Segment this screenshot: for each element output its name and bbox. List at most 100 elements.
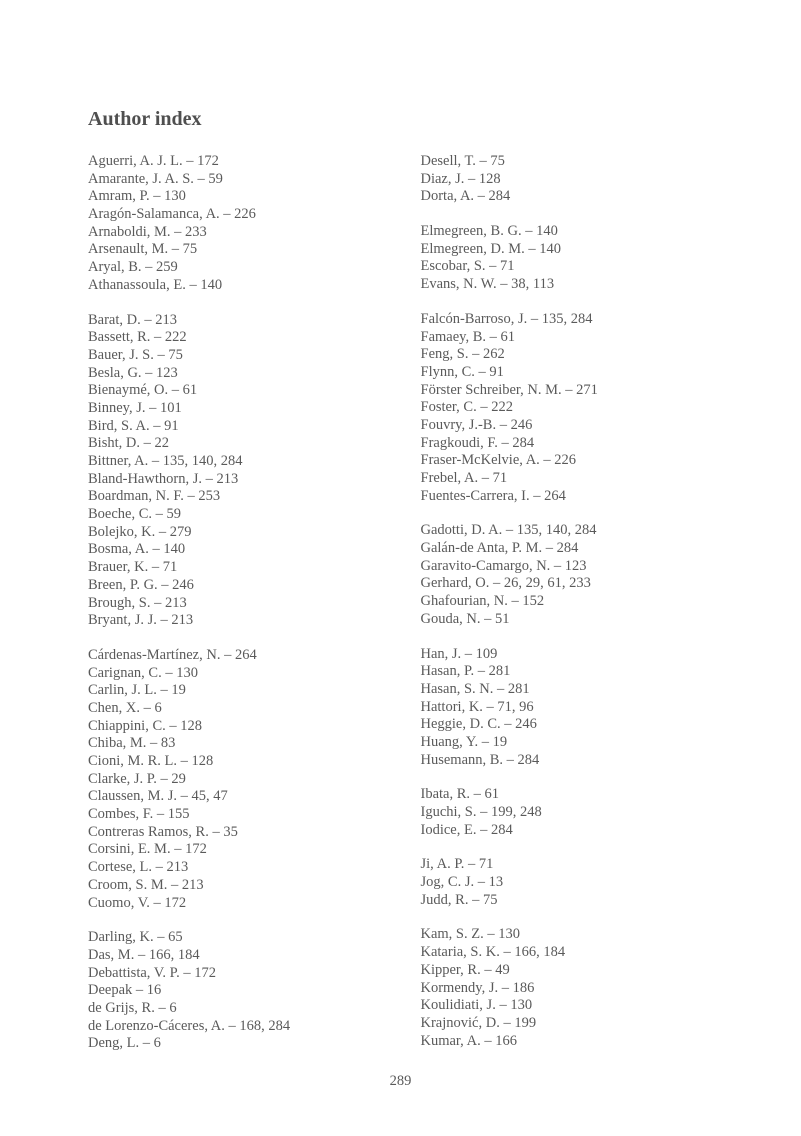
index-entry: Amram, P. – 130 (88, 188, 381, 206)
index-entry: Corsini, E. M. – 172 (88, 841, 381, 859)
index-group: Ji, A. P. – 71Jog, C. J. – 13Judd, R. – … (421, 856, 714, 909)
index-entry: Aragón-Salamanca, A. – 226 (88, 206, 381, 224)
index-entry: Escobar, S. – 71 (421, 258, 714, 276)
left-column: Aguerri, A. J. L. – 172Amarante, J. A. S… (88, 153, 381, 1070)
index-entry: Diaz, J. – 128 (421, 171, 714, 189)
index-entry: Chiba, M. – 83 (88, 735, 381, 753)
index-entry: Koulidiati, J. – 130 (421, 997, 714, 1015)
index-entry: Huang, Y. – 19 (421, 734, 714, 752)
index-entry: Galán-de Anta, P. M. – 284 (421, 540, 714, 558)
index-entry: Gadotti, D. A. – 135, 140, 284 (421, 522, 714, 540)
index-entry: Falcón-Barroso, J. – 135, 284 (421, 311, 714, 329)
index-group: Gadotti, D. A. – 135, 140, 284Galán-de A… (421, 522, 714, 628)
index-group: Aguerri, A. J. L. – 172Amarante, J. A. S… (88, 153, 381, 295)
index-entry: Iguchi, S. – 199, 248 (421, 804, 714, 822)
index-entry: Deng, L. – 6 (88, 1035, 381, 1053)
index-entry: Krajnović, D. – 199 (421, 1015, 714, 1033)
index-entry: Arsenault, M. – 75 (88, 241, 381, 259)
index-columns: Aguerri, A. J. L. – 172Amarante, J. A. S… (88, 153, 713, 1070)
index-entry: Amarante, J. A. S. – 59 (88, 171, 381, 189)
index-entry: Contreras Ramos, R. – 35 (88, 824, 381, 842)
index-entry: Kam, S. Z. – 130 (421, 926, 714, 944)
index-entry: Chiappini, C. – 128 (88, 718, 381, 736)
index-entry: Foster, C. – 222 (421, 399, 714, 417)
index-entry: Claussen, M. J. – 45, 47 (88, 788, 381, 806)
index-entry: Kataria, S. K. – 166, 184 (421, 944, 714, 962)
index-entry: Boeche, C. – 59 (88, 506, 381, 524)
index-entry: Gouda, N. – 51 (421, 611, 714, 629)
index-entry: Debattista, V. P. – 172 (88, 965, 381, 983)
index-entry: Hasan, P. – 281 (421, 663, 714, 681)
page-number: 289 (0, 1073, 801, 1090)
index-entry: Das, M. – 166, 184 (88, 947, 381, 965)
index-entry: Bittner, A. – 135, 140, 284 (88, 453, 381, 471)
index-entry: Arnaboldi, M. – 233 (88, 224, 381, 242)
index-entry: Deepak – 16 (88, 982, 381, 1000)
index-entry: Combes, F. – 155 (88, 806, 381, 824)
index-entry: Evans, N. W. – 38, 113 (421, 276, 714, 294)
index-group: Han, J. – 109Hasan, P. – 281Hasan, S. N.… (421, 646, 714, 770)
index-entry: Aguerri, A. J. L. – 172 (88, 153, 381, 171)
index-entry: Bird, S. A. – 91 (88, 418, 381, 436)
index-entry: Fraser-McKelvie, A. – 226 (421, 452, 714, 470)
index-entry: Bienaymé, O. – 61 (88, 382, 381, 400)
index-entry: Breen, P. G. – 246 (88, 577, 381, 595)
index-entry: Bryant, J. J. – 213 (88, 612, 381, 630)
index-entry: Kormendy, J. – 186 (421, 980, 714, 998)
index-entry: Carlin, J. L. – 19 (88, 682, 381, 700)
index-entry: Fragkoudi, F. – 284 (421, 435, 714, 453)
index-entry: Carignan, C. – 130 (88, 665, 381, 683)
index-entry: Ibata, R. – 61 (421, 786, 714, 804)
page-container: Author index Aguerri, A. J. L. – 172Amar… (0, 0, 801, 1070)
index-entry: Fuentes-Carrera, I. – 264 (421, 488, 714, 506)
index-entry: Cuomo, V. – 172 (88, 895, 381, 913)
index-group: Ibata, R. – 61Iguchi, S. – 199, 248Iodic… (421, 786, 714, 839)
index-entry: Hattori, K. – 71, 96 (421, 699, 714, 717)
index-entry: Cárdenas-Martínez, N. – 264 (88, 647, 381, 665)
index-entry: Elmegreen, B. G. – 140 (421, 223, 714, 241)
index-entry: Bland-Hawthorn, J. – 213 (88, 471, 381, 489)
index-entry: Bolejko, K. – 279 (88, 524, 381, 542)
index-group: Falcón-Barroso, J. – 135, 284Famaey, B. … (421, 311, 714, 506)
index-entry: Binney, J. – 101 (88, 400, 381, 418)
index-entry: Han, J. – 109 (421, 646, 714, 664)
index-entry: Gerhard, O. – 26, 29, 61, 233 (421, 575, 714, 593)
index-entry: Ji, A. P. – 71 (421, 856, 714, 874)
right-column: Desell, T. – 75Diaz, J. – 128Dorta, A. –… (421, 153, 714, 1070)
index-entry: Brauer, K. – 71 (88, 559, 381, 577)
index-entry: Croom, S. M. – 213 (88, 877, 381, 895)
index-entry: Darling, K. – 65 (88, 929, 381, 947)
index-entry: Bassett, R. – 222 (88, 329, 381, 347)
index-entry: Husemann, B. – 284 (421, 752, 714, 770)
index-entry: Desell, T. – 75 (421, 153, 714, 171)
index-entry: Boardman, N. F. – 253 (88, 488, 381, 506)
index-group: Barat, D. – 213Bassett, R. – 222Bauer, J… (88, 312, 381, 630)
index-entry: Iodice, E. – 284 (421, 822, 714, 840)
index-entry: Hasan, S. N. – 281 (421, 681, 714, 699)
index-entry: Bisht, D. – 22 (88, 435, 381, 453)
index-group: Elmegreen, B. G. – 140Elmegreen, D. M. –… (421, 223, 714, 294)
index-entry: Kumar, A. – 166 (421, 1033, 714, 1051)
index-entry: Frebel, A. – 71 (421, 470, 714, 488)
index-group: Desell, T. – 75Diaz, J. – 128Dorta, A. –… (421, 153, 714, 206)
index-entry: Aryal, B. – 259 (88, 259, 381, 277)
index-entry: Förster Schreiber, N. M. – 271 (421, 382, 714, 400)
index-entry: Barat, D. – 213 (88, 312, 381, 330)
index-entry: Dorta, A. – 284 (421, 188, 714, 206)
index-entry: Ghafourian, N. – 152 (421, 593, 714, 611)
index-entry: Athanassoula, E. – 140 (88, 277, 381, 295)
index-entry: Bosma, A. – 140 (88, 541, 381, 559)
page-title: Author index (88, 108, 713, 131)
index-entry: de Grijs, R. – 6 (88, 1000, 381, 1018)
index-group: Kam, S. Z. – 130Kataria, S. K. – 166, 18… (421, 926, 714, 1050)
index-entry: Besla, G. – 123 (88, 365, 381, 383)
index-entry: Fouvry, J.-B. – 246 (421, 417, 714, 435)
index-entry: Judd, R. – 75 (421, 892, 714, 910)
index-entry: Chen, X. – 6 (88, 700, 381, 718)
index-entry: Elmegreen, D. M. – 140 (421, 241, 714, 259)
index-entry: Heggie, D. C. – 246 (421, 716, 714, 734)
index-entry: Cioni, M. R. L. – 128 (88, 753, 381, 771)
index-entry: Garavito-Camargo, N. – 123 (421, 558, 714, 576)
index-entry: Clarke, J. P. – 29 (88, 771, 381, 789)
index-group: Cárdenas-Martínez, N. – 264Carignan, C. … (88, 647, 381, 912)
